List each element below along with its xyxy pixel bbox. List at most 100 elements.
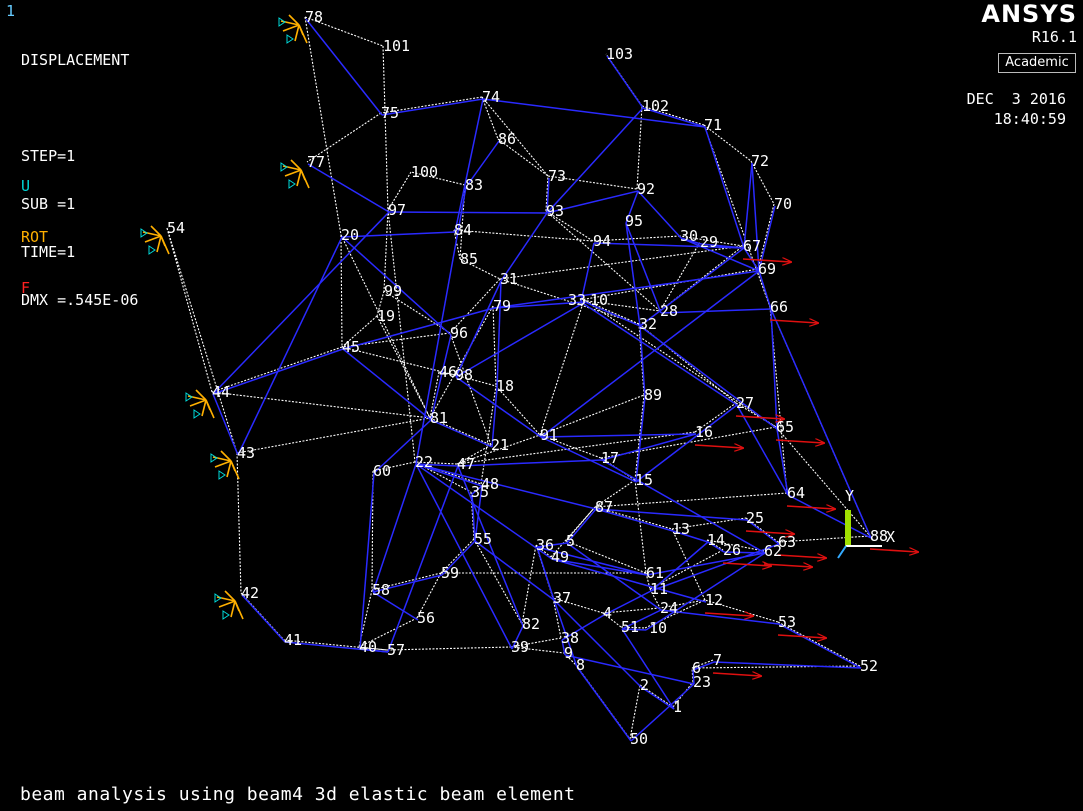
deformed-element: [415, 463, 483, 487]
deformed-element: [493, 301, 586, 309]
deformed-element: [471, 485, 483, 495]
deformed-mesh: [212, 18, 872, 742]
node-label: 4: [603, 604, 612, 622]
node-label: 100: [411, 163, 438, 181]
node-label: 21: [491, 436, 509, 454]
deformed-element: [680, 237, 760, 272]
timestamp: DEC 3 2016 18:40:59: [967, 89, 1066, 129]
undeformed-element: [495, 385, 541, 436]
legend-f: F: [21, 279, 31, 297]
undeformed-element: [387, 209, 416, 463]
deformed-element: [650, 543, 780, 592]
deformed-element: [672, 530, 709, 543]
deformed-element: [566, 508, 597, 544]
undeformed-element: [592, 235, 681, 242]
undeformed-element: [703, 124, 771, 308]
deformed-element: [540, 433, 697, 438]
deformed-element: [551, 558, 707, 603]
deformed-element: [736, 404, 789, 496]
undeformed-element: [453, 229, 594, 242]
deformed-element: [580, 301, 738, 406]
node-label: 46: [439, 363, 457, 381]
undeformed-element: [594, 506, 673, 530]
triad-x-label: X: [886, 528, 895, 546]
deformed-element: [454, 98, 484, 233]
node-label: 19: [377, 307, 395, 325]
node-label: 29: [700, 233, 718, 251]
deformed-element: [373, 419, 432, 474]
deformed-element: [455, 280, 502, 378]
deformed-element: [707, 541, 725, 553]
undeformed-element: [634, 479, 647, 574]
undeformed-element: [429, 417, 492, 446]
deformed-element: [566, 542, 662, 611]
undeformed-element: [414, 461, 458, 465]
node-label: 32: [639, 315, 657, 333]
deformed-element: [595, 508, 748, 521]
undeformed-element: [579, 268, 759, 301]
deformed-element: [491, 387, 498, 448]
fixed-support-icon: [280, 159, 310, 189]
undeformed-element: [440, 538, 475, 574]
undeformed-element: [645, 572, 651, 590]
undeformed-element: [492, 305, 497, 387]
undeformed-element: [481, 96, 549, 177]
force-arrow: [786, 506, 835, 509]
deformed-element: [342, 348, 432, 421]
undeformed-element: [539, 434, 602, 459]
deformed-element: [637, 190, 682, 239]
undeformed-element: [340, 234, 431, 419]
undeformed-element: [358, 617, 418, 648]
deformed-element: [540, 270, 760, 438]
undeformed-element: [547, 175, 638, 190]
node-label: 11: [650, 580, 668, 598]
undeformed-element: [454, 374, 497, 387]
node-label: 67: [743, 237, 761, 255]
header-line: SUB =1: [21, 195, 76, 213]
undeformed-element: [166, 227, 213, 393]
triad-y-label: Y: [845, 487, 854, 505]
node-label: 81: [430, 409, 448, 427]
undeformed-element: [602, 607, 661, 614]
plot-caption: beam analysis using beam4 3d elastic bea…: [20, 784, 576, 805]
deformed-element: [642, 107, 706, 128]
undeformed-element: [456, 444, 492, 465]
force-arrow: [775, 440, 824, 443]
deformed-element: [307, 163, 390, 213]
undeformed-element: [777, 621, 861, 667]
header-line: DMX =.545E-06: [21, 291, 139, 309]
version-label: R16.1: [1031, 28, 1077, 46]
undeformed-element: [459, 184, 466, 260]
undeformed-element: [545, 175, 549, 212]
node-label: 56: [417, 609, 435, 627]
force-arrow: [763, 564, 812, 567]
deformed-element: [770, 308, 872, 539]
triad-z-axis: [837, 545, 847, 559]
undeformed-element: [459, 258, 501, 280]
undeformed-element: [745, 517, 779, 543]
deformed-element: [606, 55, 644, 109]
undeformed-element: [429, 371, 440, 419]
undeformed-element: [449, 278, 501, 334]
undeformed-element: [594, 492, 788, 508]
node-label: 31: [500, 270, 518, 288]
force-arrow: [742, 259, 791, 262]
deformed-element: [381, 98, 484, 116]
undeformed-element: [649, 588, 661, 609]
node-label: 97: [388, 201, 406, 219]
node-label: 101: [383, 37, 410, 55]
deformed-element: [635, 404, 738, 483]
deformed-element: [457, 465, 524, 627]
undeformed-element: [510, 637, 562, 648]
undeformed-element: [341, 332, 451, 348]
deformed-element: [621, 628, 647, 631]
undeformed-element: [539, 394, 645, 436]
deformed-element: [430, 334, 452, 421]
node-label: 37: [553, 589, 571, 607]
deformed-element: [441, 540, 476, 576]
node-label: 24: [660, 599, 678, 617]
node-label: 2: [640, 676, 649, 694]
deformed-element: [553, 599, 642, 688]
